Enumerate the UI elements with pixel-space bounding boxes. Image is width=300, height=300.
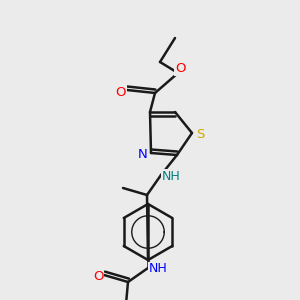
Text: S: S bbox=[196, 128, 204, 140]
Text: O: O bbox=[116, 85, 126, 98]
Text: O: O bbox=[175, 61, 185, 74]
Text: NH: NH bbox=[162, 169, 180, 182]
Text: NH: NH bbox=[148, 262, 167, 275]
Text: N: N bbox=[138, 148, 148, 161]
Text: O: O bbox=[93, 271, 103, 284]
